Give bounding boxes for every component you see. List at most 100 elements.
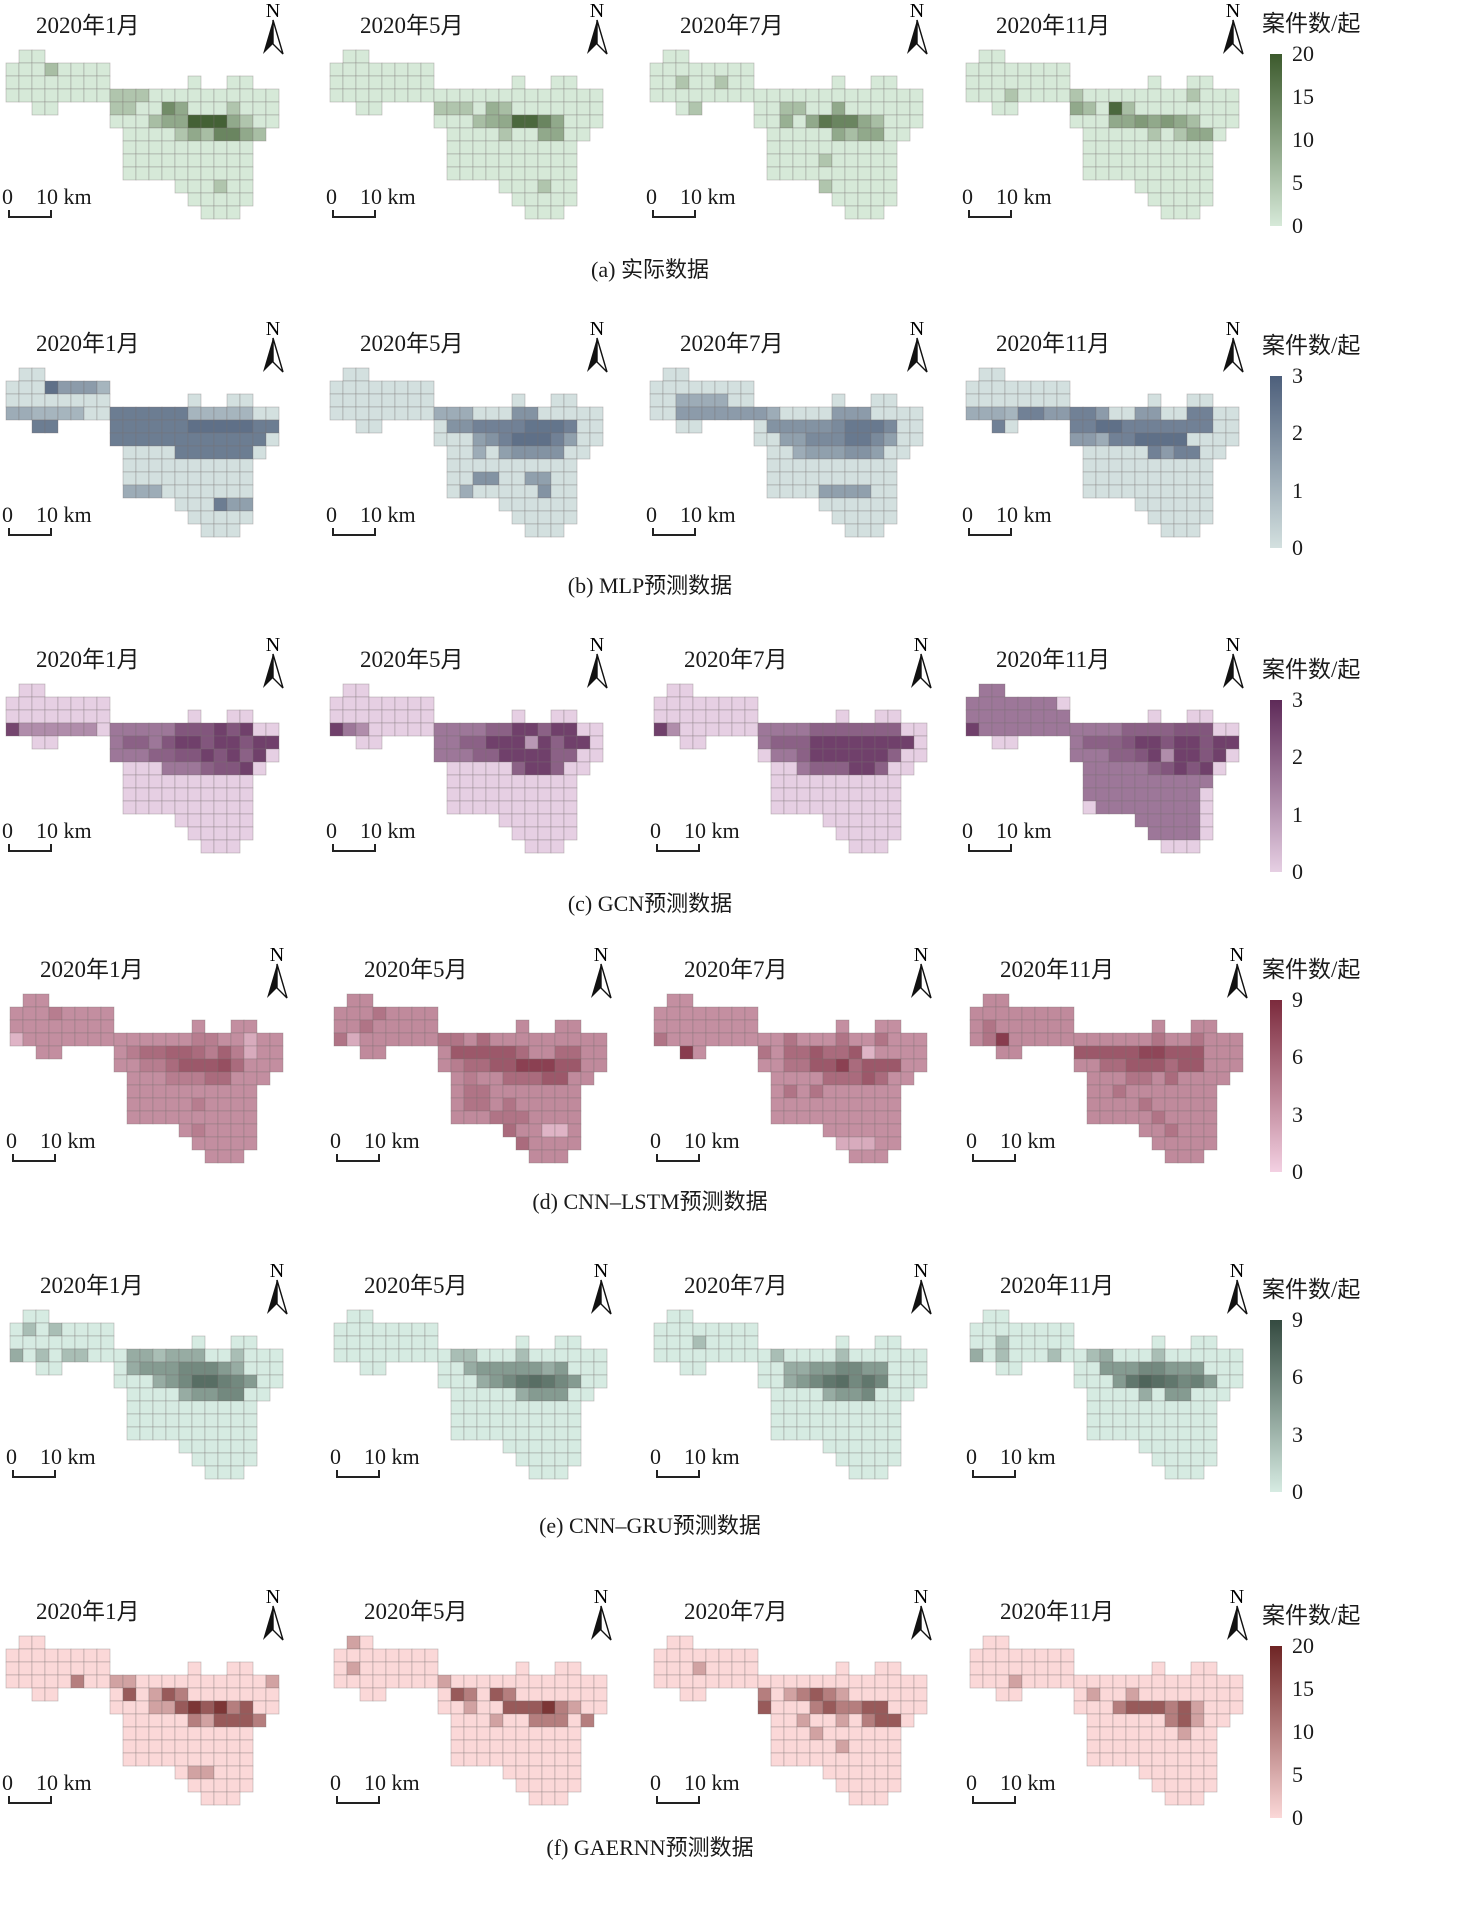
- grid-cell: [537, 761, 552, 776]
- grid-cell: [766, 166, 781, 181]
- grid-cell: [1121, 484, 1136, 499]
- grid-cell: [1203, 1032, 1218, 1047]
- grid-cell: [965, 696, 980, 711]
- grid-cell: [580, 1687, 595, 1702]
- grid-cell: [835, 1045, 850, 1060]
- grid-cell: [550, 748, 565, 763]
- grid-cell: [204, 1071, 219, 1086]
- grid-cell: [1147, 484, 1162, 499]
- grid-cell: [1017, 696, 1032, 711]
- legend-tick-label: 15: [1292, 84, 1314, 109]
- grid-cell: [269, 1361, 284, 1376]
- grid-cell: [1160, 88, 1175, 103]
- grid-cell: [528, 1465, 543, 1480]
- grid-cell: [576, 406, 591, 421]
- grid-cell: [385, 1322, 400, 1337]
- grid-cell: [31, 49, 46, 64]
- grid-cell: [161, 761, 176, 776]
- grid-cell: [861, 1045, 876, 1060]
- grid-cell: [1147, 432, 1162, 447]
- grid-cell: [653, 722, 668, 737]
- grid-cell: [593, 1058, 608, 1073]
- grid-cell: [857, 471, 872, 486]
- grid-cell: [1108, 114, 1123, 129]
- grid-cell: [679, 1322, 694, 1337]
- grid-cell: [909, 432, 924, 447]
- grid-cell: [122, 101, 137, 116]
- grid-cell: [1186, 153, 1201, 168]
- grid-cell: [511, 826, 526, 841]
- grid-cell: [459, 445, 474, 460]
- grid-cell: [1147, 510, 1162, 525]
- grid-cell: [161, 748, 176, 763]
- grid-cell: [861, 1765, 876, 1780]
- grid-cell: [744, 709, 759, 724]
- grid-cell: [1177, 1465, 1192, 1480]
- grid-cell: [502, 1348, 517, 1363]
- grid-cell: [666, 1635, 681, 1650]
- grid-cell: [217, 1123, 232, 1138]
- grid-cell: [1203, 1110, 1218, 1125]
- grid-cell: [1225, 419, 1240, 434]
- grid-cell: [1225, 432, 1240, 447]
- grid-cell: [718, 1674, 733, 1689]
- grid-cell: [1060, 1322, 1075, 1337]
- grid-cell: [900, 722, 915, 737]
- grid-cell: [589, 722, 604, 737]
- map-panel: 2020年11月 N 0 10 km: [964, 1586, 1264, 1816]
- grid-cell: [679, 1648, 694, 1663]
- grid-cell: [1199, 88, 1214, 103]
- grid-cell: [848, 1778, 863, 1793]
- grid-cell: [44, 1661, 59, 1676]
- grid-cell: [1095, 735, 1110, 750]
- grid-cell: [874, 813, 889, 828]
- grid-cell: [1173, 826, 1188, 841]
- grid-cell: [433, 88, 448, 103]
- grid-cell: [1099, 1674, 1114, 1689]
- grid-cell: [1190, 1348, 1205, 1363]
- grid-cell: [239, 722, 254, 737]
- grid-cell: [372, 1687, 387, 1702]
- grid-cell: [1082, 88, 1097, 103]
- grid-cell: [213, 1739, 228, 1754]
- grid-cell: [44, 1674, 59, 1689]
- grid-cell: [567, 1045, 582, 1060]
- grid-cell: [1073, 1361, 1088, 1376]
- grid-cell: [239, 1674, 254, 1689]
- grid-cell: [766, 101, 781, 116]
- grid-cell: [1073, 1045, 1088, 1060]
- grid-cell: [1021, 1006, 1036, 1021]
- grid-cell: [965, 722, 980, 737]
- grid-cell: [1173, 205, 1188, 220]
- grid-cell: [831, 497, 846, 512]
- grid-cell: [113, 1361, 128, 1376]
- grid-cell: [995, 1322, 1010, 1337]
- grid-cell: [779, 127, 794, 142]
- grid-cell: [74, 1322, 89, 1337]
- grid-cell: [900, 1348, 915, 1363]
- grid-cell: [329, 406, 344, 421]
- grid-cell: [489, 1361, 504, 1376]
- grid-cell: [1086, 1752, 1101, 1767]
- grid-cell: [1199, 166, 1214, 181]
- grid-cell: [61, 1322, 76, 1337]
- grid-cell: [770, 1097, 785, 1112]
- grid-cell: [822, 1687, 837, 1702]
- grid-cell: [537, 484, 552, 499]
- grid-cell: [861, 1752, 876, 1767]
- grid-cell: [1177, 1739, 1192, 1754]
- grid-cell: [848, 787, 863, 802]
- grid-cell: [1186, 497, 1201, 512]
- grid-cell: [1164, 1071, 1179, 1086]
- grid-cell: [359, 1687, 374, 1702]
- grid-cell: [770, 1739, 785, 1754]
- grid-cell: [230, 1335, 245, 1350]
- grid-cell: [213, 179, 228, 194]
- grid-cell: [139, 1110, 154, 1125]
- grid-cell: [874, 1071, 889, 1086]
- grid-cell: [122, 1752, 137, 1767]
- grid-cell: [83, 1674, 98, 1689]
- grid-cell: [1108, 722, 1123, 737]
- grid-cell: [679, 1006, 694, 1021]
- grid-cell: [191, 1123, 206, 1138]
